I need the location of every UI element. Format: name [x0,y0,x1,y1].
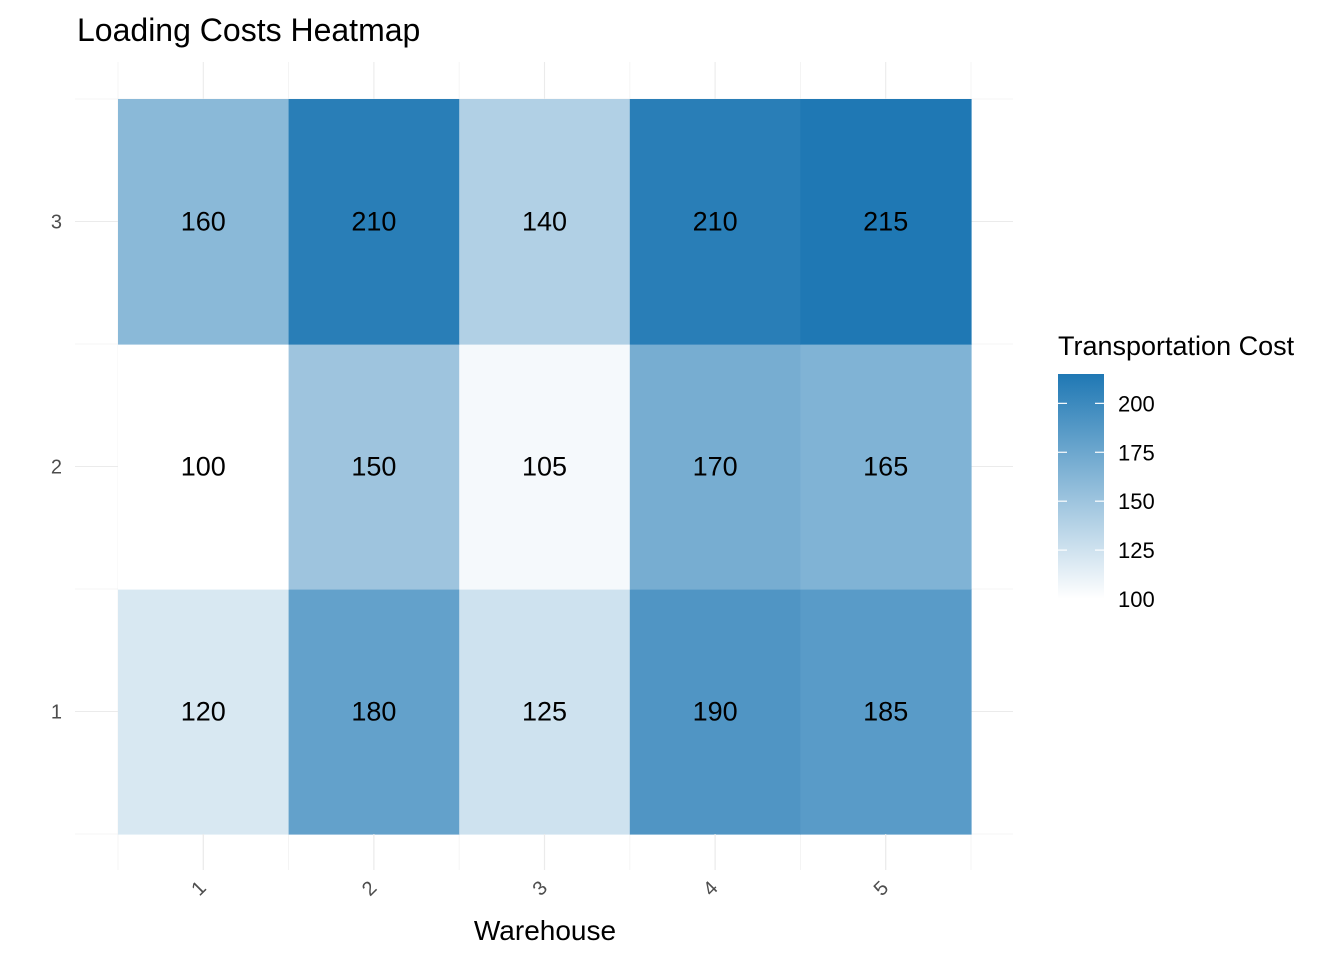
legend-break-label: 175 [1118,440,1155,465]
heatmap-cell [629,589,801,835]
cell-value-label: 210 [693,207,738,237]
x-axis-title: Warehouse [474,915,616,946]
x-tick-label: 1 [187,877,210,900]
x-axis: 1 2 3 4 5 [187,834,893,900]
heatmap-cell [118,344,290,590]
x-tick-label: 3 [529,877,552,900]
cell-value-label: 190 [693,697,738,727]
y-tick-label: 2 [51,457,62,479]
x-tick-label: 4 [699,877,722,900]
legend-title: Transportation Cost [1058,331,1295,361]
cell-value-label: 215 [863,207,908,237]
y-axis: 1 2 3 [51,212,118,724]
heatmap-cell [459,344,631,590]
heatmap-cell [800,344,972,590]
cell-value-label: 185 [863,697,908,727]
heatmap-cell [459,99,631,345]
cell-value-label: 180 [351,697,396,727]
cell-value-label: 160 [181,207,226,237]
heatmap-cell [800,589,972,835]
heatmap-cell [629,344,801,590]
legend-break-label: 200 [1118,391,1155,416]
x-tick-label: 5 [870,877,893,900]
y-tick-label: 1 [51,702,62,724]
cell-value-labels: 120 180 125 190 185 100 150 105 170 165 160 210 140 2… [181,207,908,727]
cell-value-label: 165 [863,452,908,482]
heatmap-cell [118,99,290,345]
legend-break-label: 100 [1118,587,1155,612]
cell-value-label: 150 [351,452,396,482]
x-tick-label: 2 [358,877,381,900]
legend-break-label: 150 [1118,489,1155,514]
heatmap-cell [629,99,801,345]
heatmap-cell [288,344,460,590]
cell-value-label: 210 [351,207,396,237]
heatmap-cells [118,99,972,835]
heatmap-cell [459,589,631,835]
chart-title: Loading Costs Heatmap [77,12,420,48]
cell-value-label: 170 [693,452,738,482]
cell-value-label: 120 [181,697,226,727]
cell-value-label: 125 [522,697,567,727]
y-tick-label: 3 [51,212,62,234]
heatmap-cell [800,99,972,345]
cell-value-label: 100 [181,452,226,482]
heatmap-cell [118,589,290,835]
legend-colorbar [1058,374,1104,599]
legend-break-label: 125 [1118,538,1155,563]
cell-value-label: 105 [522,452,567,482]
color-legend: Transportation Cost 100 125 150 175 200 [1058,331,1295,612]
heatmap-cell [288,589,460,835]
heatmap-cell [288,99,460,345]
cell-value-label: 140 [522,207,567,237]
